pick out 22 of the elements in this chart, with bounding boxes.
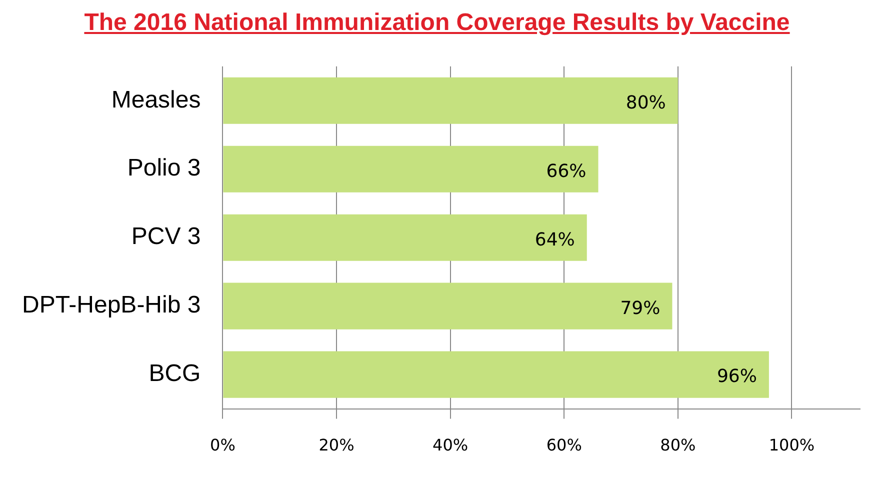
x-tick-label: 0% <box>210 436 236 455</box>
y-tick-label: Measles <box>111 86 201 114</box>
x-tick-label: 40% <box>432 436 468 455</box>
data-label: 66% <box>546 160 586 182</box>
data-label: 96% <box>716 366 757 388</box>
x-tick-label: 20% <box>318 436 354 455</box>
data-label: 80% <box>626 92 666 114</box>
x-tick-label: 60% <box>546 436 582 455</box>
bar <box>223 282 672 330</box>
bar <box>223 351 769 398</box>
x-tick-label: 80% <box>660 436 696 455</box>
x-tick-label: 100% <box>768 436 815 455</box>
y-tick-label: PCV 3 <box>131 223 201 250</box>
data-label: 64% <box>534 229 575 250</box>
y-tick-label: BCG <box>148 360 201 388</box>
data-label: 79% <box>620 298 660 319</box>
y-tick-label: DPT-HepB-Hib 3 <box>22 292 201 319</box>
y-tick-label: Polio 3 <box>127 154 201 182</box>
chart-title: The 2016 National Immunization Coverage Results by Vaccine <box>83 8 791 38</box>
bar <box>223 77 678 124</box>
bar <box>223 214 587 261</box>
bar <box>223 146 598 192</box>
